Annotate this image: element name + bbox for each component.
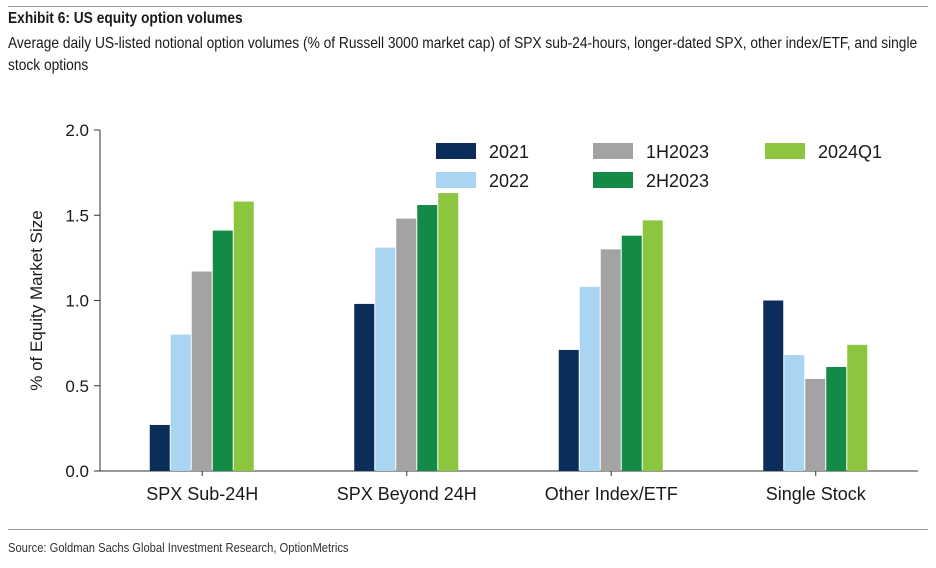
bar-1h2023-1 bbox=[396, 218, 417, 471]
x-tick-label: SPX Sub-24H bbox=[146, 484, 258, 504]
legend-label: 2021 bbox=[489, 142, 529, 162]
bar-2022-3 bbox=[784, 355, 805, 471]
y-tick-label: 1.5 bbox=[65, 206, 89, 225]
bar-2021-2 bbox=[558, 349, 579, 471]
bar-2021-3 bbox=[763, 300, 784, 471]
bar-2022-1 bbox=[375, 247, 396, 471]
legend-swatch bbox=[436, 172, 476, 188]
top-rule bbox=[8, 6, 928, 7]
bar-1h2023-0 bbox=[191, 271, 212, 471]
legend-label: 1H2023 bbox=[646, 142, 709, 162]
x-tick-label: Other Index/ETF bbox=[545, 484, 678, 504]
x-tick-label: Single Stock bbox=[766, 484, 867, 504]
y-tick-label: 0.5 bbox=[65, 377, 89, 396]
y-tick-label: 2.0 bbox=[65, 121, 89, 140]
source-note: Source: Goldman Sachs Global Investment … bbox=[8, 540, 349, 555]
legend-swatch bbox=[765, 143, 805, 159]
chart-subtitle: Average daily US-listed notional option … bbox=[8, 35, 918, 74]
bar-2h2023-1 bbox=[417, 205, 438, 471]
legend-swatch bbox=[593, 172, 633, 188]
y-tick-label: 0.0 bbox=[65, 462, 89, 481]
bar-2021-0 bbox=[149, 424, 170, 471]
bar-2h2023-3 bbox=[826, 366, 847, 471]
bottom-rule bbox=[8, 529, 928, 530]
bar-2024q1-2 bbox=[642, 220, 663, 471]
y-axis-label: % of Equity Market Size bbox=[27, 210, 46, 390]
bar-2022-2 bbox=[579, 286, 600, 471]
bar-2022-0 bbox=[170, 334, 191, 471]
bar-1h2023-2 bbox=[600, 249, 621, 471]
bar-1h2023-3 bbox=[805, 378, 826, 471]
bar-2021-1 bbox=[354, 303, 375, 471]
legend-label: 2022 bbox=[489, 171, 529, 191]
legend-label: 2024Q1 bbox=[818, 142, 882, 162]
legend-swatch bbox=[436, 143, 476, 159]
y-tick-label: 1.0 bbox=[65, 292, 89, 311]
x-tick-label: SPX Beyond 24H bbox=[337, 484, 477, 504]
bar-2024q1-1 bbox=[438, 193, 459, 471]
bar-2h2023-2 bbox=[621, 235, 642, 471]
legend-label: 2H2023 bbox=[646, 171, 709, 191]
chart-title: Exhibit 6: US equity option volumes bbox=[8, 10, 243, 27]
bar-2024q1-0 bbox=[233, 201, 254, 472]
legend-swatch bbox=[593, 143, 633, 159]
bar-2024q1-3 bbox=[847, 344, 868, 471]
bar-2h2023-0 bbox=[212, 230, 233, 471]
